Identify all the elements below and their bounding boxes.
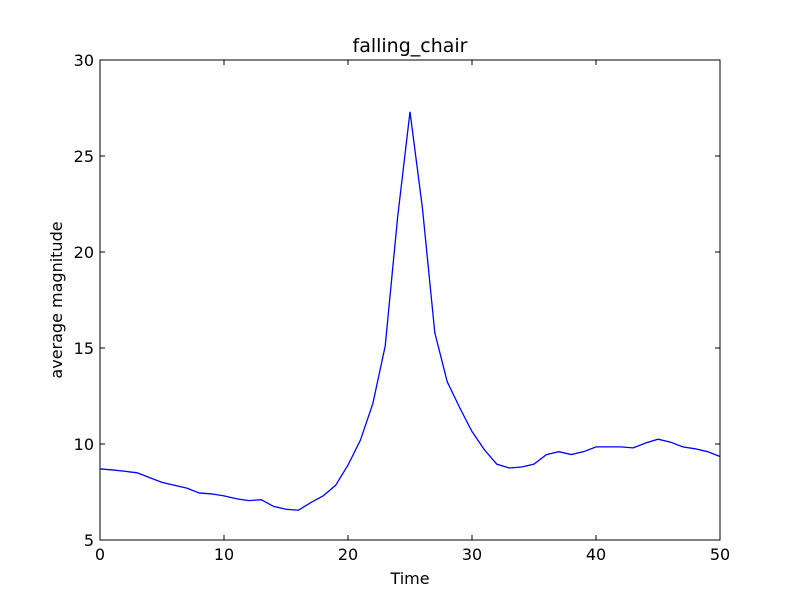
x-tick-label-10: 10 [214, 545, 234, 564]
y-tick-label-25: 25 [74, 147, 94, 166]
y-tick-label-5: 5 [84, 531, 94, 550]
x-tick-label-30: 30 [462, 545, 482, 564]
x-tick-label-50: 50 [710, 545, 730, 564]
y-tick-label-20: 20 [74, 243, 94, 262]
y-axis-label: average magnitude [47, 221, 66, 378]
x-axis-label: Time [389, 569, 429, 588]
x-tick-label-20: 20 [338, 545, 358, 564]
y-tick-label-10: 10 [74, 435, 94, 454]
plot-frame [99, 59, 721, 541]
tick-label-group: 0 10 20 30 40 50 5 10 15 20 25 30 [74, 51, 731, 564]
x-tick-label-0: 0 [95, 545, 105, 564]
y-tick-label-15: 15 [74, 339, 94, 358]
series-line [99, 111, 721, 511]
chart-title: falling_chair [353, 35, 468, 57]
x-tick-label-40: 40 [586, 545, 606, 564]
y-tick-label-30: 30 [74, 51, 94, 70]
